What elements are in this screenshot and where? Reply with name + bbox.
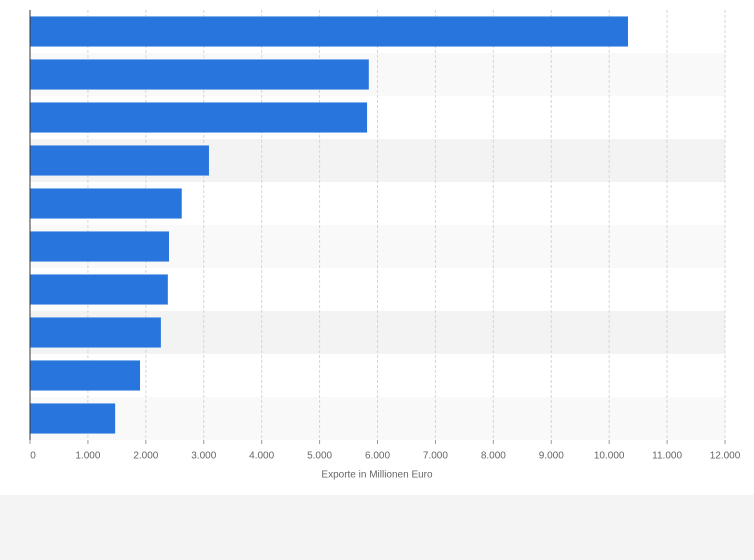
bar (30, 274, 168, 305)
x-tick-label: 1.000 (75, 451, 100, 462)
bar (30, 59, 369, 90)
x-tick-label: 5.000 (307, 451, 332, 462)
x-tick-label: 0 (30, 451, 36, 462)
bar (30, 231, 169, 262)
x-tick-label: 7.000 (423, 451, 448, 462)
x-tick-label: 2.000 (133, 451, 158, 462)
x-tick-label: 10.000 (594, 451, 625, 462)
row-stripe (30, 397, 725, 440)
bar (30, 317, 161, 348)
bar (30, 360, 141, 391)
bar (30, 145, 209, 176)
bar (30, 16, 628, 47)
x-tick-label: 4.000 (249, 451, 274, 462)
x-axis-label: Exporte in Millionen Euro (321, 470, 433, 481)
x-tick-label: 11.000 (652, 451, 682, 462)
bar (30, 188, 182, 219)
x-tick-label: 3.000 (191, 451, 216, 462)
x-tick-label: 12.000 (710, 451, 741, 462)
x-tick-label: 8.000 (481, 451, 506, 462)
bar (30, 403, 116, 434)
x-tick-label: 9.000 (539, 451, 564, 462)
x-tick-label: 6.000 (365, 451, 390, 462)
bar (30, 102, 368, 133)
